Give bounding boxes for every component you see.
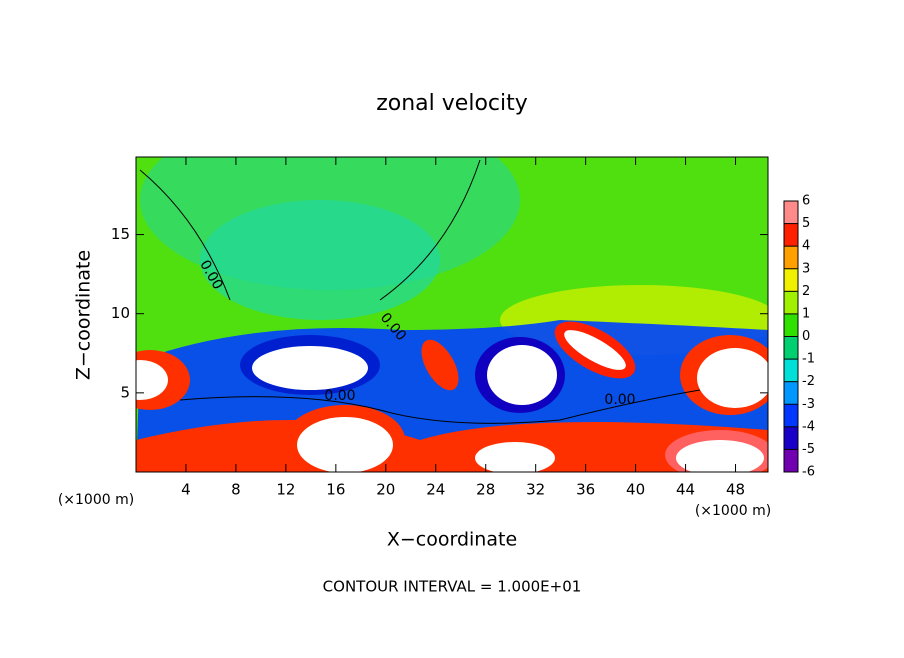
x-tick-label: 28 xyxy=(476,481,495,499)
x-tick-label: 16 xyxy=(326,481,345,499)
colorbar-label: -2 xyxy=(802,374,815,389)
y-tick-label: 5 xyxy=(120,383,130,401)
colorbar-band xyxy=(784,201,798,224)
colorbar-label: 4 xyxy=(802,239,810,254)
contour-label: 0.00 xyxy=(604,392,635,408)
x-tick-label: 44 xyxy=(676,481,695,499)
x-tick-label: 40 xyxy=(626,481,645,499)
x-tick-label: 8 xyxy=(231,481,241,499)
colorbar-band xyxy=(784,404,798,427)
x-tick-label: 32 xyxy=(526,481,545,499)
x-tick-label: 20 xyxy=(376,481,395,499)
colorbar-band xyxy=(784,223,798,247)
colorbar-label: 6 xyxy=(802,194,810,209)
colorbar-band xyxy=(784,336,798,360)
x-tick-label: 48 xyxy=(726,481,745,499)
colorbar-label: -3 xyxy=(802,397,815,412)
colorbar-label: -1 xyxy=(802,352,815,367)
colorbar-band xyxy=(784,449,798,472)
x-axis-label: X−coordinate xyxy=(387,529,517,551)
colorbar-band xyxy=(784,359,798,382)
chart-title: zonal velocity xyxy=(376,91,528,116)
colorbar-band xyxy=(784,426,798,450)
x-tick-label: 12 xyxy=(276,481,295,499)
footer: CONTOUR INTERVAL = 1.000E+01 xyxy=(323,578,582,596)
field xyxy=(136,157,768,472)
colorbar-label: -5 xyxy=(802,442,815,457)
y-tick-label: 15 xyxy=(111,225,130,243)
x-tick-label: 36 xyxy=(576,481,595,499)
y-axis-label: Z−coordinate xyxy=(73,250,95,380)
colorbar-label: -6 xyxy=(802,465,815,480)
contour-label: 0.00 xyxy=(324,388,355,404)
colorbar-band xyxy=(784,268,798,292)
x-unit: (×1000 m) xyxy=(695,503,771,519)
colorbar-band xyxy=(784,291,798,314)
colorbar-label: 3 xyxy=(802,261,810,276)
colorbar-label: -4 xyxy=(802,419,815,434)
y-tick-label: 10 xyxy=(111,304,130,322)
colorbar-label: 5 xyxy=(802,216,810,231)
colorbar-band xyxy=(784,381,798,405)
x-tick-label: 4 xyxy=(181,481,191,499)
x-tick-label: 24 xyxy=(426,481,445,499)
y-unit: (×1000 m) xyxy=(58,492,134,508)
colorbar-label: 0 xyxy=(802,329,810,344)
plot-frame xyxy=(135,156,769,473)
colorbar-label: 2 xyxy=(802,284,810,299)
colorbar-band xyxy=(784,313,798,337)
colorbar-label: 1 xyxy=(802,306,810,321)
colorbar-band xyxy=(784,246,798,269)
